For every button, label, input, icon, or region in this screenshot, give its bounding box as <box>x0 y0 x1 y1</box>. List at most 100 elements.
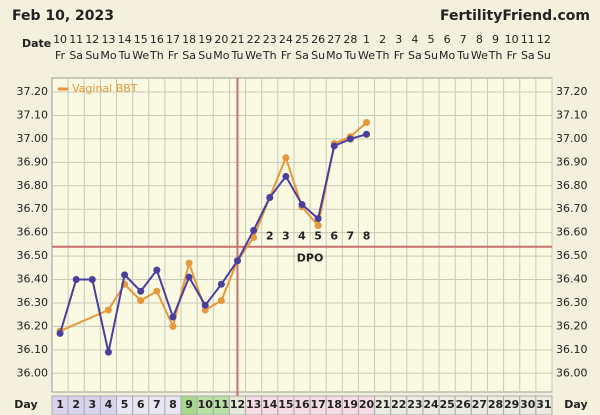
day-number: 16 <box>294 398 310 411</box>
date-number: 13 <box>101 33 115 46</box>
weekday: Tu <box>343 49 356 62</box>
dpo-number: 7 <box>347 230 355 243</box>
weekday: Su <box>311 49 325 62</box>
date-number: 9 <box>492 33 499 46</box>
y-tick-label: 36.80 <box>17 179 49 192</box>
y-tick-label-right: 36.10 <box>556 343 588 356</box>
day-number: 29 <box>504 398 519 411</box>
day-number: 5 <box>121 398 129 411</box>
data-point <box>282 154 290 162</box>
data-point <box>137 297 145 305</box>
date-number: 18 <box>182 33 196 46</box>
day-number: 13 <box>246 398 261 411</box>
data-point <box>282 172 290 180</box>
dpo-number: 2 <box>266 230 274 243</box>
weekday: Su <box>85 49 99 62</box>
date-number: 7 <box>460 33 467 46</box>
dpo-number: 6 <box>330 230 338 243</box>
date-number: 5 <box>428 33 435 46</box>
day-number: 12 <box>230 398 245 411</box>
series-line <box>59 133 367 353</box>
weekday: Sa <box>182 49 196 62</box>
day-number: 14 <box>262 398 278 411</box>
y-tick-label: 36.50 <box>17 249 49 262</box>
date-number: 12 <box>537 33 551 46</box>
day-number: 3 <box>88 398 96 411</box>
date-number: 21 <box>230 33 244 46</box>
date-number: 6 <box>444 33 451 46</box>
date-number: 28 <box>343 33 357 46</box>
day-number: 27 <box>472 398 487 411</box>
day-number: 25 <box>440 398 455 411</box>
y-tick-label: 36.20 <box>17 319 49 332</box>
weekday: We <box>358 49 375 62</box>
y-tick-label-right: 37.00 <box>556 132 588 145</box>
day-number: 26 <box>456 398 472 411</box>
weekday: Su <box>424 49 438 62</box>
day-number: 6 <box>137 398 145 411</box>
date-number: 15 <box>134 33 148 46</box>
data-point <box>233 257 241 265</box>
y-tick-label: 36.40 <box>17 273 49 286</box>
weekday: Th <box>488 49 503 62</box>
date-number: 10 <box>505 33 519 46</box>
day-number: 28 <box>488 398 503 411</box>
data-point <box>185 273 193 281</box>
plot-area <box>51 77 553 393</box>
weekday: Th <box>375 49 390 62</box>
weekday: We <box>245 49 262 62</box>
y-tick-label-right: 36.80 <box>556 179 588 192</box>
day-number: 20 <box>359 398 375 411</box>
weekday: Mo <box>439 49 455 62</box>
weekday: Tu <box>230 49 243 62</box>
y-tick-label: 36.90 <box>17 155 49 168</box>
day-number: 31 <box>536 398 551 411</box>
day-number: 10 <box>198 398 214 411</box>
data-point <box>137 287 145 295</box>
date-number: 12 <box>85 33 99 46</box>
y-tick-label: 37.00 <box>17 132 49 145</box>
weekday: Fr <box>281 49 292 62</box>
y-tick-label: 36.00 <box>17 366 49 379</box>
data-point <box>363 119 371 127</box>
day-number: 11 <box>214 398 229 411</box>
weekday: Sa <box>521 49 535 62</box>
date-number: 1 <box>363 33 370 46</box>
data-point <box>169 322 177 330</box>
weekday: Sa <box>69 49 83 62</box>
date-number: 14 <box>118 33 132 46</box>
date-number: 3 <box>395 33 402 46</box>
y-tick-label-right: 36.90 <box>556 155 588 168</box>
weekday: Sa <box>295 49 309 62</box>
data-point <box>56 329 64 337</box>
series-line <box>59 121 368 332</box>
date-number: 8 <box>476 33 483 46</box>
weekday: Tu <box>456 49 469 62</box>
data-point <box>72 276 80 284</box>
day-number: 1 <box>56 398 64 411</box>
data-point <box>314 215 322 223</box>
date-number: 20 <box>214 33 228 46</box>
weekday: Su <box>198 49 212 62</box>
date-label: Date <box>22 37 51 50</box>
date-number: 27 <box>327 33 341 46</box>
y-tick-label-right: 37.10 <box>556 108 588 121</box>
date-number: 2 <box>379 33 386 46</box>
weekday: Fr <box>394 49 405 62</box>
data-point <box>346 135 354 143</box>
date-number: 10 <box>53 33 67 46</box>
data-point <box>217 280 225 288</box>
date-number: 24 <box>279 33 293 46</box>
weekday: Su <box>537 49 551 62</box>
y-tick-label: 36.30 <box>17 296 49 309</box>
date-number: 16 <box>150 33 164 46</box>
weekday: Sa <box>408 49 422 62</box>
day-number: 9 <box>185 398 193 411</box>
date-number: 11 <box>521 33 535 46</box>
date-number: 11 <box>69 33 83 46</box>
y-tick-label-right: 36.00 <box>556 366 588 379</box>
day-number: 15 <box>278 398 293 411</box>
data-point <box>104 348 112 356</box>
day-number: 22 <box>391 398 406 411</box>
weekday: Fr <box>55 49 66 62</box>
